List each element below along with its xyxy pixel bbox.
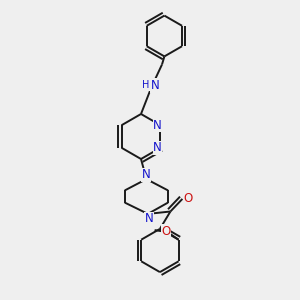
Text: N: N: [145, 212, 154, 225]
Text: H: H: [142, 80, 150, 91]
Text: N: N: [153, 119, 162, 132]
Text: N: N: [153, 141, 162, 154]
Text: O: O: [183, 191, 192, 205]
Text: N: N: [142, 168, 151, 181]
Text: N: N: [151, 79, 160, 92]
Text: O: O: [161, 225, 171, 238]
